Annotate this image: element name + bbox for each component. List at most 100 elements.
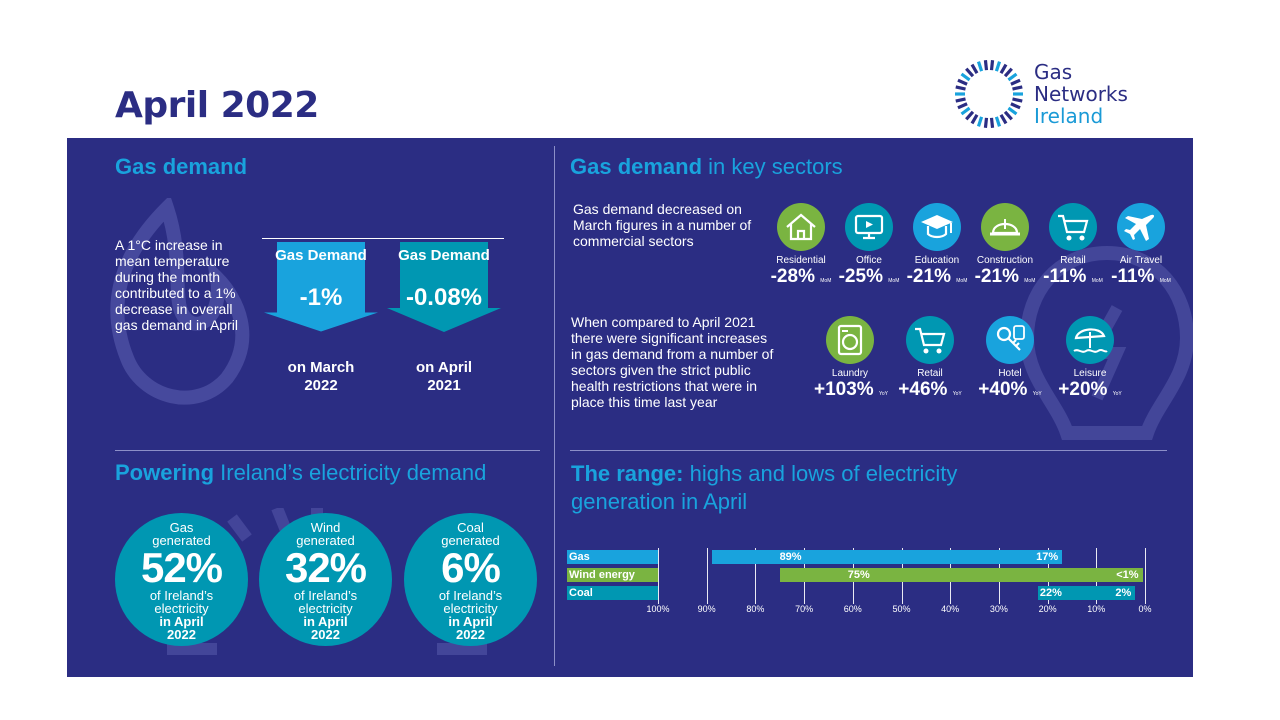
- circle-bottom-2: 2022: [311, 627, 340, 642]
- logo-line-3: Ireland: [1034, 104, 1104, 128]
- sector-construction: Construction -21% MoM: [969, 203, 1041, 288]
- x-tick-label: 70%: [795, 604, 814, 614]
- sector-leisure: Leisure +20% YoY: [1054, 316, 1126, 401]
- logo-dash: [1007, 106, 1018, 116]
- logo-dash: [1012, 97, 1023, 103]
- circle-source: Gas: [169, 520, 194, 535]
- sector-residential: Residential -28% MoM: [765, 203, 837, 288]
- sector-retail: Retail +46% YoY: [894, 316, 966, 401]
- logo-dash: [965, 67, 975, 78]
- circle-mid-2: electricity: [298, 601, 353, 616]
- bar-category-label: Coal: [567, 586, 658, 600]
- logo-dash: [957, 78, 968, 86]
- logo-dash: [999, 113, 1008, 125]
- logo-ring-icon: [955, 60, 1023, 128]
- sector-hotel: Hotel +40% YoY: [974, 316, 1046, 401]
- hotel-key-icon: [986, 316, 1034, 364]
- circle-source: Coal: [457, 520, 484, 535]
- grid-line: [706, 548, 708, 604]
- circle-mid-1: of Ireland’s: [293, 588, 358, 603]
- x-tick-label: 100%: [646, 604, 670, 614]
- bar-low-label: 17%: [1036, 551, 1059, 563]
- x-tick-label: 90%: [697, 604, 716, 614]
- circle-generated: generated: [152, 533, 211, 548]
- infographic-panel: Gas demand A 1°C increase in mean temper…: [67, 138, 1193, 677]
- arrow-march: Gas Demand -1%: [262, 242, 380, 332]
- logo-dash: [960, 72, 971, 82]
- circle-source: Wind: [310, 520, 341, 535]
- sector-name: Laundry: [831, 368, 869, 379]
- logo-dash: [1010, 78, 1021, 86]
- arrow-march-value: -1%: [299, 284, 343, 311]
- sector-office: Office -25% MoM: [833, 203, 905, 288]
- bar-high-label: 75%: [847, 569, 870, 581]
- range-heading: The range: highs and lows of electricity…: [571, 461, 958, 514]
- x-tick-label: 40%: [941, 604, 960, 614]
- logo-dash: [989, 60, 995, 71]
- sector-name: Retail: [917, 368, 943, 379]
- beach-umbrella-icon: [1066, 316, 1114, 364]
- monitor-icon: [845, 203, 893, 251]
- bar-category-label: Gas: [567, 550, 658, 564]
- logo-dash: [1010, 102, 1021, 110]
- bar-low-label: <1%: [1116, 569, 1139, 581]
- grid-line: [658, 548, 659, 604]
- bar-category-label: Wind energy: [567, 568, 658, 582]
- logo-dash: [1007, 72, 1018, 82]
- sector-value: +103% YoY: [814, 379, 888, 400]
- sector-value: -25% MoM: [838, 266, 900, 287]
- electricity-circle-gas: Gas generated 52% of Ireland’s electricity in…: [115, 513, 248, 646]
- gas-networks-ireland-logo: Gas Networks Ireland: [952, 58, 1152, 130]
- circle-value: 6%: [441, 544, 501, 591]
- range-bar: 89% 17%: [711, 550, 1063, 564]
- grid-line: [755, 548, 757, 604]
- circle-mid-2: electricity: [443, 601, 498, 616]
- logo-dash: [1003, 67, 1013, 78]
- logo-dash: [976, 61, 984, 72]
- shopping-cart-icon: [906, 316, 954, 364]
- arrow-april-label: Gas Demand: [398, 247, 490, 264]
- arrow-march-caption: on March 2022: [287, 359, 355, 394]
- gas-demand-heading: Gas demand: [115, 154, 248, 179]
- circle-mid-1: of Ireland’s: [149, 588, 214, 603]
- circle-value: 32%: [284, 544, 367, 591]
- sector-name: Hotel: [998, 368, 1022, 379]
- x-tick-label: 30%: [989, 604, 1008, 614]
- gas-demand-description: A 1°C increase in mean temperature durin…: [115, 237, 238, 333]
- sector-value: +46% YoY: [898, 379, 962, 400]
- logo-dash: [965, 110, 975, 121]
- electricity-heading: Powering Ireland’s electricity demand: [115, 460, 487, 485]
- range-bar: 75% <1%: [779, 568, 1143, 582]
- logo-dash: [983, 60, 989, 71]
- sector-value: -11% MoM: [1043, 266, 1103, 287]
- arrow-april-value: -0.08%: [405, 284, 483, 311]
- hard-hat-icon: [981, 203, 1029, 251]
- circle-bottom-1: in April: [303, 614, 348, 629]
- circle-bottom-2: 2022: [456, 627, 485, 642]
- sector-name: Education: [914, 255, 960, 266]
- grid-line: [1145, 548, 1146, 604]
- horizontal-divider-left: [115, 450, 540, 451]
- sector-value: -11% MoM: [1111, 266, 1171, 287]
- logo-dash: [955, 97, 966, 103]
- range-bar: 22% 2%: [1037, 586, 1136, 600]
- flame-icon: [110, 198, 250, 405]
- logo-dash: [976, 116, 984, 127]
- logo-dash: [994, 61, 1002, 72]
- sector-name: Retail: [1060, 255, 1086, 266]
- circle-bottom-1: in April: [448, 614, 493, 629]
- sector-laundry: Laundry +103% YoY: [814, 316, 888, 401]
- sector-value: -21% MoM: [906, 266, 968, 287]
- vertical-divider: [554, 146, 555, 666]
- electricity-circle-wind: Wind generated 32% of Ireland’s electricity i…: [259, 513, 392, 646]
- circle-value: 52%: [140, 544, 223, 591]
- logo-dash: [994, 116, 1002, 127]
- circle-generated: generated: [296, 533, 355, 548]
- logo-dash: [970, 63, 979, 75]
- sector-value: -28% MoM: [770, 266, 832, 287]
- circle-bottom-1: in April: [159, 614, 204, 629]
- x-tick-label: 10%: [1087, 604, 1106, 614]
- x-tick-label: 80%: [746, 604, 765, 614]
- circle-mid-2: electricity: [154, 601, 209, 616]
- key-sectors-heading: Gas demand in key sectors: [570, 154, 843, 179]
